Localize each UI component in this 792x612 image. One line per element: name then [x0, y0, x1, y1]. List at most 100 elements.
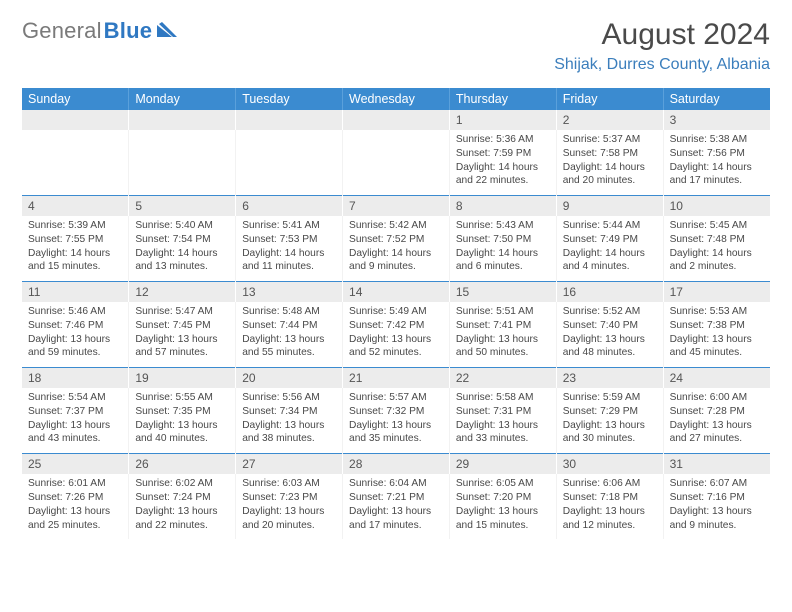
- day-ss: Sunset: 7:50 PM: [456, 233, 550, 247]
- day-detail-cell: Sunrise: 5:53 AMSunset: 7:38 PMDaylight:…: [663, 302, 770, 368]
- day-ss: Sunset: 7:54 PM: [135, 233, 229, 247]
- day-d2: and 22 minutes.: [456, 174, 550, 188]
- day-sr: Sunrise: 5:36 AM: [456, 133, 550, 147]
- day-d1: Daylight: 13 hours: [349, 419, 443, 433]
- day-d1: Daylight: 14 hours: [670, 247, 764, 261]
- day-d2: and 13 minutes.: [135, 260, 229, 274]
- day-detail-cell: Sunrise: 5:38 AMSunset: 7:56 PMDaylight:…: [663, 130, 770, 196]
- day-d1: Daylight: 13 hours: [670, 333, 764, 347]
- day-d2: and 25 minutes.: [28, 519, 122, 533]
- day-d2: and 40 minutes.: [135, 432, 229, 446]
- day-detail-cell: Sunrise: 5:43 AMSunset: 7:50 PMDaylight:…: [449, 216, 556, 282]
- day-detail-cell: Sunrise: 5:56 AMSunset: 7:34 PMDaylight:…: [236, 388, 343, 454]
- day-d2: and 20 minutes.: [242, 519, 336, 533]
- day-sr: Sunrise: 6:05 AM: [456, 477, 550, 491]
- day-detail-cell: Sunrise: 5:36 AMSunset: 7:59 PMDaylight:…: [449, 130, 556, 196]
- day-sr: Sunrise: 6:04 AM: [349, 477, 443, 491]
- weekday-header: Wednesday: [343, 88, 450, 110]
- day-sr: Sunrise: 6:06 AM: [563, 477, 657, 491]
- day-number-cell: 25: [22, 454, 129, 474]
- day-sr: Sunrise: 5:48 AM: [242, 305, 336, 319]
- day-detail-cell: Sunrise: 5:58 AMSunset: 7:31 PMDaylight:…: [449, 388, 556, 454]
- day-number-cell: 27: [236, 454, 343, 474]
- day-d1: Daylight: 13 hours: [242, 333, 336, 347]
- day-d1: Daylight: 13 hours: [28, 419, 122, 433]
- day-number-cell: 22: [449, 368, 556, 388]
- day-d2: and 50 minutes.: [456, 346, 550, 360]
- day-d1: Daylight: 14 hours: [349, 247, 443, 261]
- day-number-cell: 15: [449, 282, 556, 302]
- day-detail-cell: Sunrise: 5:46 AMSunset: 7:46 PMDaylight:…: [22, 302, 129, 368]
- daynum-row: 18192021222324: [22, 368, 770, 388]
- weekday-header: Tuesday: [236, 88, 343, 110]
- day-detail-cell: Sunrise: 6:02 AMSunset: 7:24 PMDaylight:…: [129, 474, 236, 539]
- day-detail-cell: [129, 130, 236, 196]
- calendar-head: SundayMondayTuesdayWednesdayThursdayFrid…: [22, 88, 770, 110]
- detail-row: Sunrise: 5:36 AMSunset: 7:59 PM Daylight:…: [22, 130, 770, 196]
- day-number-cell: 12: [129, 282, 236, 302]
- day-sr: Sunrise: 5:41 AM: [242, 219, 336, 233]
- detail-row: Sunrise: 5:39 AMSunset: 7:55 PMDaylight:…: [22, 216, 770, 282]
- day-number-cell: 16: [556, 282, 663, 302]
- day-sr: Sunrise: 5:42 AM: [349, 219, 443, 233]
- day-d2: and 48 minutes.: [563, 346, 657, 360]
- day-sr: Sunrise: 5:53 AM: [670, 305, 764, 319]
- day-sr: Sunrise: 5:44 AM: [563, 219, 657, 233]
- day-ss: Sunset: 7:16 PM: [670, 491, 764, 505]
- day-ss: Sunset: 7:46 PM: [28, 319, 122, 333]
- day-d2: and 12 minutes.: [563, 519, 657, 533]
- day-detail-cell: Sunrise: 5:40 AMSunset: 7:54 PMDaylight:…: [129, 216, 236, 282]
- day-sr: Sunrise: 5:57 AM: [349, 391, 443, 405]
- daynum-row: 25262728293031: [22, 454, 770, 474]
- day-d1: Daylight: 14 hours: [670, 161, 764, 175]
- day-d2: and 45 minutes.: [670, 346, 764, 360]
- day-number-cell: 8: [449, 196, 556, 216]
- day-number-cell: 24: [663, 368, 770, 388]
- day-number-cell: 1: [449, 110, 556, 130]
- day-sr: Sunrise: 5:59 AM: [563, 391, 657, 405]
- day-d2: and 2 minutes.: [670, 260, 764, 274]
- day-detail-cell: Sunrise: 5:47 AMSunset: 7:45 PMDaylight:…: [129, 302, 236, 368]
- day-detail-cell: Sunrise: 5:57 AMSunset: 7:32 PMDaylight:…: [343, 388, 450, 454]
- day-d1: Daylight: 13 hours: [670, 419, 764, 433]
- day-d2: and 30 minutes.: [563, 432, 657, 446]
- day-number-cell: 5: [129, 196, 236, 216]
- daynum-row: 45678910: [22, 196, 770, 216]
- day-number-cell: [129, 110, 236, 130]
- day-d1: Daylight: 13 hours: [456, 505, 550, 519]
- day-sr: Sunrise: 5:38 AM: [670, 133, 764, 147]
- day-detail-cell: Sunrise: 5:49 AMSunset: 7:42 PMDaylight:…: [343, 302, 450, 368]
- detail-row: Sunrise: 5:46 AMSunset: 7:46 PMDaylight:…: [22, 302, 770, 368]
- day-detail-cell: [22, 130, 129, 196]
- day-ss: Sunset: 7:56 PM: [670, 147, 764, 161]
- day-ss: Sunset: 7:59 PM: [456, 147, 550, 161]
- day-d1: Daylight: 13 hours: [242, 419, 336, 433]
- day-d2: and 33 minutes.: [456, 432, 550, 446]
- day-detail-cell: Sunrise: 5:59 AMSunset: 7:29 PMDaylight:…: [556, 388, 663, 454]
- day-number-cell: 9: [556, 196, 663, 216]
- day-detail-cell: Sunrise: 6:05 AMSunset: 7:20 PMDaylight:…: [449, 474, 556, 539]
- day-detail-cell: Sunrise: 6:04 AMSunset: 7:21 PMDaylight:…: [343, 474, 450, 539]
- day-d1: Daylight: 14 hours: [563, 247, 657, 261]
- detail-row: Sunrise: 5:54 AMSunset: 7:37 PMDaylight:…: [22, 388, 770, 454]
- day-detail-cell: Sunrise: 5:52 AMSunset: 7:40 PMDaylight:…: [556, 302, 663, 368]
- day-d1: Daylight: 13 hours: [28, 505, 122, 519]
- day-sr: Sunrise: 5:45 AM: [670, 219, 764, 233]
- title-block: August 2024 Shijak, Durres County, Alban…: [554, 18, 770, 74]
- day-ss: Sunset: 7:29 PM: [563, 405, 657, 419]
- day-ss: Sunset: 7:55 PM: [28, 233, 122, 247]
- day-number-cell: 11: [22, 282, 129, 302]
- day-sr: Sunrise: 5:39 AM: [28, 219, 122, 233]
- logo-triangle-icon: [157, 21, 179, 42]
- day-sr: Sunrise: 5:40 AM: [135, 219, 229, 233]
- day-d1: Daylight: 14 hours: [28, 247, 122, 261]
- day-d1: Daylight: 13 hours: [135, 505, 229, 519]
- day-sr: Sunrise: 5:43 AM: [456, 219, 550, 233]
- day-sr: Sunrise: 6:03 AM: [242, 477, 336, 491]
- day-detail-cell: Sunrise: 5:37 AMSunset: 7:58 PMDaylight:…: [556, 130, 663, 196]
- day-d2: and 6 minutes.: [456, 260, 550, 274]
- day-detail-cell: Sunrise: 5:51 AMSunset: 7:41 PMDaylight:…: [449, 302, 556, 368]
- day-ss: Sunset: 7:38 PM: [670, 319, 764, 333]
- day-d1: Daylight: 13 hours: [135, 333, 229, 347]
- day-ss: Sunset: 7:23 PM: [242, 491, 336, 505]
